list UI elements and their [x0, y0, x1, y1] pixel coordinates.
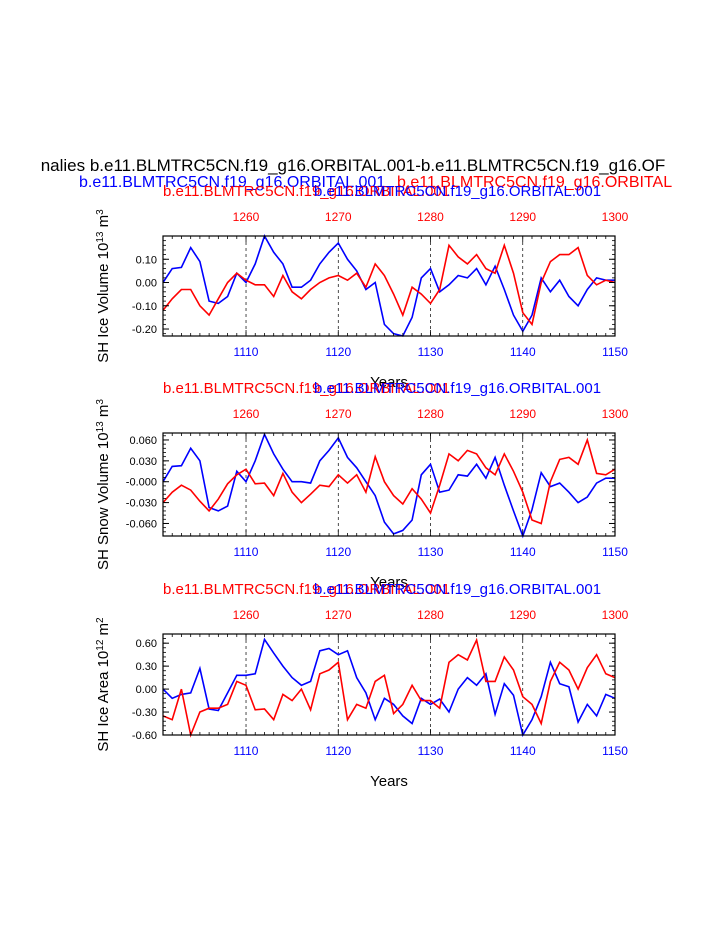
x-tick-label-top: 1300 — [602, 210, 629, 224]
y-tick-label: -0.60 — [132, 730, 157, 742]
series-red-line — [162, 242, 616, 327]
y-tick-label: -0.000 — [126, 477, 157, 489]
x-tick-label-top: 1290 — [509, 407, 536, 421]
y-axis-label-part: m — [95, 623, 112, 640]
y-axis-label-part: SH Ice Area 10 — [95, 651, 112, 752]
y-tick-label: -0.20 — [132, 324, 157, 336]
y-axis-label-superscript: 2 — [95, 617, 106, 623]
y-axis-label: SH Ice Volume 1013 m3 — [95, 209, 113, 363]
figure-title: nalies b.e11.BLMTRC5CN.f19_g16.ORBITAL.0… — [41, 156, 666, 175]
y-axis-label-part: m — [95, 215, 112, 232]
x-tick-label-top: 1300 — [602, 407, 629, 421]
y-axis-label-superscript: 13 — [95, 231, 106, 243]
y-tick-label: -0.30 — [132, 707, 157, 719]
x-tick-label-top: 1260 — [233, 210, 260, 224]
series-red-line — [162, 637, 616, 738]
x-tick-label-top: 1260 — [233, 608, 260, 622]
plot-frame — [162, 235, 616, 337]
x-tick-label-bottom: 1150 — [602, 744, 628, 758]
series-blue-line — [162, 432, 615, 539]
x-tick-label-top: 1270 — [325, 210, 352, 224]
panel-title-red: b.e11.BLMTRC5CN.f19_g16.ORBITAL.001 — [163, 183, 450, 200]
y-tick-label: 0.60 — [136, 638, 157, 650]
x-tick-label-bottom: 1120 — [325, 744, 351, 758]
y-tick-label: -0.10 — [132, 301, 157, 313]
x-tick-label-top: 1290 — [509, 210, 536, 224]
panel-title-blue: b.e11.BLMTRC5CN.f19_g16.ORBITAL.001 — [314, 581, 601, 598]
y-tick-label: -0.030 — [126, 498, 157, 510]
y-tick-label: 0.030 — [129, 456, 157, 468]
x-axis-label: Years — [370, 374, 408, 391]
y-axis-label: SH Ice Area 1012 m2 — [95, 617, 113, 752]
y-axis-label-superscript: 13 — [95, 421, 106, 433]
y-tick-label: -0.060 — [126, 518, 157, 530]
x-tick-label-top: 1280 — [417, 608, 444, 622]
x-tick-label-bottom: 1110 — [234, 744, 259, 758]
y-axis-label-part: SH Snow Volume 10 — [95, 432, 112, 570]
x-tick-label-bottom: 1130 — [418, 744, 444, 758]
x-tick-label-bottom: 1110 — [234, 545, 259, 559]
series-blue-line — [162, 637, 616, 738]
y-axis-label-superscript: 3 — [95, 209, 106, 215]
x-tick-label-top: 1280 — [417, 210, 444, 224]
x-tick-label-bottom: 1120 — [325, 545, 351, 559]
y-tick-label: 0.10 — [136, 254, 157, 266]
x-tick-label-top: 1270 — [325, 407, 352, 421]
x-axis-label: Years — [370, 773, 408, 790]
figure-legend-red: b.e11.BLMTRC5CN.f19_g16.ORBITAL — [397, 174, 672, 191]
x-tick-label-bottom: 1130 — [418, 345, 444, 359]
x-tick-label-bottom: 1120 — [325, 345, 351, 359]
y-tick-label: 0.00 — [136, 278, 157, 290]
x-tick-label-bottom: 1110 — [234, 345, 259, 359]
x-tick-label-top: 1270 — [325, 608, 352, 622]
plot-frame — [162, 633, 616, 736]
figure-legend-blue: b.e11.BLMTRC5CN.f19_g16.ORBITAL.001 — [79, 174, 385, 191]
x-tick-label-top: 1280 — [417, 407, 444, 421]
x-tick-label-bottom: 1150 — [602, 345, 628, 359]
y-tick-label: 0.060 — [129, 435, 157, 447]
y-tick-label: 0.00 — [136, 684, 157, 696]
panel-title-red: b.e11.BLMTRC5CN.f19_g16.ORBITAL.001 — [163, 380, 450, 397]
series-red-line — [162, 437, 616, 525]
plot-frame — [162, 432, 616, 537]
y-axis-label-part: SH Ice Volume 10 — [95, 243, 112, 363]
y-axis-label-superscript: 12 — [95, 639, 106, 651]
panel-title-blue: b.e11.BLMTRC5CN.f19_g16.ORBITAL.001 — [314, 183, 601, 200]
panel-title-red: b.e11.BLMTRC5CN.f19_g16.ORBITAL.001 — [163, 581, 450, 598]
x-tick-label-top: 1260 — [233, 407, 260, 421]
y-axis-label-part: m — [95, 405, 112, 422]
x-tick-label-bottom: 1140 — [510, 345, 536, 359]
x-tick-label-top: 1300 — [602, 608, 629, 622]
x-tick-label-top: 1290 — [509, 608, 536, 622]
y-axis-label-superscript: 3 — [95, 399, 106, 405]
chart-panels: b.e11.BLMTRC5CN.f19_g16.ORBITAL.001b.e11… — [95, 183, 629, 790]
x-tick-label-bottom: 1150 — [602, 545, 628, 559]
y-tick-label: 0.30 — [136, 661, 157, 673]
y-axis-label: SH Snow Volume 1013 m3 — [95, 399, 113, 570]
chart-panel-3: b.e11.BLMTRC5CN.f19_g16.ORBITAL.001b.e11… — [95, 581, 629, 790]
x-axis-label: Years — [370, 574, 408, 591]
chart-panel-1: b.e11.BLMTRC5CN.f19_g16.ORBITAL.001b.e11… — [95, 183, 629, 391]
panel-title-blue: b.e11.BLMTRC5CN.f19_g16.ORBITAL.001 — [314, 380, 601, 397]
x-tick-label-bottom: 1140 — [510, 545, 536, 559]
x-tick-label-bottom: 1140 — [510, 744, 536, 758]
x-tick-label-bottom: 1130 — [418, 545, 444, 559]
chart-panel-2: b.e11.BLMTRC5CN.f19_g16.ORBITAL.001b.e11… — [95, 380, 629, 591]
